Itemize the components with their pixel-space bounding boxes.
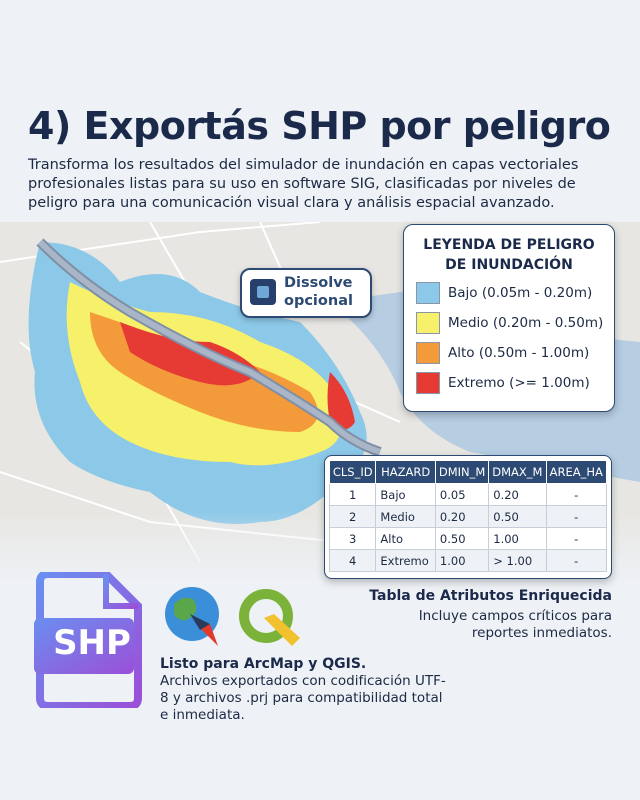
- table-cell: -: [545, 527, 608, 550]
- table-header: AREA_HA: [545, 460, 608, 484]
- table-cell: 4: [328, 549, 377, 572]
- legend-title: DE INUNDACIÓN: [445, 257, 573, 273]
- table-cell: -: [545, 505, 608, 528]
- attribute-table-box: CLS_ID HAZARD DMIN_M DMAX_M AREA_HA 1 Bajo 0.05…: [324, 455, 612, 579]
- table-cell: 0.50: [488, 505, 547, 528]
- table-cell: 1.00: [488, 527, 547, 550]
- title: 4) Exportás SHP por peligro: [28, 104, 611, 148]
- table-cell: 0.20: [488, 483, 547, 506]
- legend-label: Bajo (0.05m - 0.20m): [448, 285, 593, 301]
- legend-item: Alto (0.50m - 1.00m): [416, 342, 589, 364]
- table-header: HAZARD: [375, 460, 436, 484]
- table-header: CLS_ID: [328, 460, 377, 484]
- table-row: 4 Extremo 1.00 > 1.00-: [328, 549, 608, 572]
- description: Transforma los resultados del simulador …: [28, 157, 579, 211]
- table-row: 1 Bajo 0.05 0.20-: [328, 483, 608, 506]
- legend-label: Alto (0.50m - 1.00m): [448, 345, 590, 361]
- legend: LEYENDA DE PELIGRO DE INUNDACIÓN Bajo (0.0…: [403, 224, 615, 412]
- table-cell: 0.05: [434, 483, 490, 506]
- table-cell: -: [545, 549, 608, 572]
- table-cell: 2: [328, 505, 377, 528]
- table-cell: Extremo: [375, 549, 436, 572]
- table-row: 3 Alto 0.50 1.00-: [328, 527, 608, 550]
- table-caption-text: Incluye campos críticos para reportes in…: [418, 608, 612, 641]
- table-cell: 0.20: [434, 505, 490, 528]
- footer-title: Listo para ArcMap y QGIS.: [160, 656, 367, 672]
- shp-label: SHP: [53, 623, 131, 663]
- legend-item: Medio (0.20m - 0.50m): [416, 312, 603, 334]
- chip-icon: [250, 279, 276, 305]
- dissolve-badge: Dissolve opcional: [240, 268, 372, 318]
- attribute-table: CLS_ID HAZARD DMIN_M DMAX_M AREA_HA 1 Bajo 0.05…: [328, 460, 608, 572]
- footer-text: Archivos exportados con codificación UTF…: [160, 673, 446, 723]
- legend-swatch: [416, 312, 440, 334]
- legend-label: Extremo (>= 1.00m): [448, 375, 590, 391]
- badge-text: Dissolve opcional: [284, 275, 353, 309]
- table-cell: -: [545, 483, 608, 506]
- table-cell: Medio: [375, 505, 436, 528]
- table-header: DMAX_M: [488, 460, 547, 484]
- table-cell: Bajo: [375, 483, 436, 506]
- legend-label: Medio (0.20m - 0.50m): [448, 315, 604, 331]
- legend-swatch: [416, 282, 440, 304]
- shp-file-icon: [34, 572, 142, 708]
- table-cell: > 1.00: [488, 549, 547, 572]
- table-cell: 0.50: [434, 527, 490, 550]
- table-header: DMIN_M: [434, 460, 490, 484]
- table-row: 2 Medio 0.20 0.50-: [328, 505, 608, 528]
- legend-item: Bajo (0.05m - 0.20m): [416, 282, 592, 304]
- table-caption-title: Tabla de Atributos Enriquecida: [369, 588, 612, 604]
- table-cell: 1: [328, 483, 377, 506]
- gis-icons: [165, 587, 300, 646]
- table-cell: 1.00: [434, 549, 490, 572]
- legend-item: Extremo (>= 1.00m): [416, 372, 590, 394]
- legend-title: LEYENDA DE PELIGRO: [423, 237, 595, 253]
- legend-swatch: [416, 372, 440, 394]
- legend-swatch: [416, 342, 440, 364]
- table-cell: Alto: [375, 527, 436, 550]
- table-cell: 3: [328, 527, 377, 550]
